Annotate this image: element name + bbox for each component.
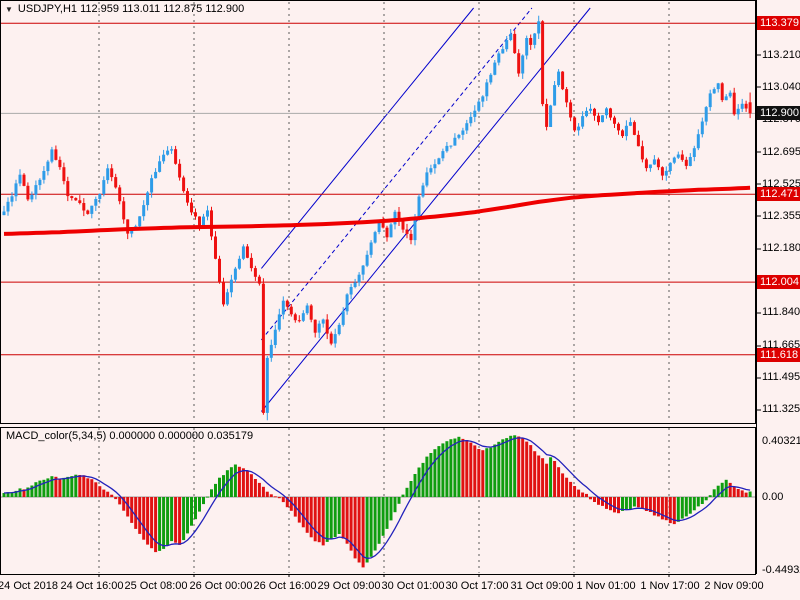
price-tick-label: 111.495 [762,371,800,383]
macd-indicator-label: MACD_color(5,34,5) 0.000000 0.000000 0.0… [6,430,253,442]
price-tick-label: 112.355 [762,210,800,222]
price-tick-label: 113.040 [762,81,800,93]
price-tick-label: 111.325 [762,403,800,415]
price-level-badge: 112.471 [757,187,800,201]
price-level-badge: 111.618 [757,348,800,362]
price-level-badge: 112.004 [757,275,800,289]
current-price-badge: 112.900 [757,106,800,120]
time-tick-label: 26 Oct 16:00 [253,580,317,592]
time-tick-label: 25 Oct 08:00 [124,580,188,592]
macd-signal-line [3,437,751,560]
time-tick-label: 26 Oct 00:00 [189,580,253,592]
macd-values: 0.000000 0.000000 0.035179 [109,430,254,442]
time-tick-label: 31 Oct 09:00 [510,580,574,592]
price-tick-label: 112.180 [762,242,800,254]
ma-line [3,185,751,236]
time-tick-label: 29 Oct 09:00 [317,580,381,592]
time-tick-label: 24 Oct 2018 [0,580,58,592]
candles-layer [2,15,752,421]
macd-scale-label: 0.00 [762,491,784,503]
time-tick-label: 1 Nov 17:00 [640,580,700,592]
symbol-dropdown-icon[interactable]: ▼ [5,4,13,14]
macd-scale-label: -0.449328 [762,564,800,576]
macd-scale-label: 0.403213 [762,435,800,447]
chart-title: ▼ USDJPY,H1 112.959 113.011 112.875 112.… [5,3,244,15]
time-tick-label: 30 Oct 17:00 [445,580,509,592]
chart-title-text: USDJPY,H1 112.959 113.011 112.875 112.90… [17,3,245,15]
macd-name: MACD_color(5,34,5) [6,430,107,442]
price-tick-label: 112.695 [762,146,800,158]
time-tick-label: 30 Oct 01:00 [381,580,445,592]
time-tick-label: 2 Nov 09:00 [704,580,764,592]
time-tick-label: 24 Oct 16:00 [60,580,124,592]
macd-histogram [2,435,752,568]
time-tick-label: 1 Nov 01:00 [576,580,636,592]
price-tick-label: 113.210 [762,49,800,61]
price-level-badge: 113.379 [757,16,800,30]
price-tick-label: 111.840 [762,306,800,318]
